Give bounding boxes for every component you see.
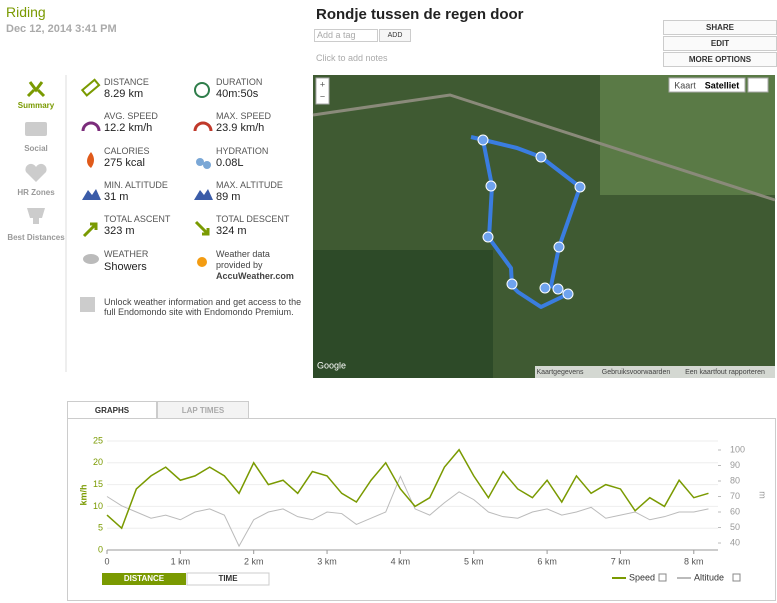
legend-label: Speed [629,572,655,582]
stat-label: DISTANCE [104,77,149,87]
stat-label: DURATION [216,77,263,87]
stat-label: MIN. ALTITUDE [104,179,168,190]
promo: Unlock weather information and get acces… [104,297,302,317]
tag-input[interactable]: Add a tag [314,29,378,42]
stat-icons [80,78,213,312]
zoom-out: − [320,91,325,101]
zoom-in: + [320,79,325,89]
stat-label: CALORIES [104,145,150,156]
y-tick-label: 20 [93,457,103,467]
toggle-bg[interactable] [186,572,270,586]
legend-label: Altitude [694,572,724,582]
toggle-bg[interactable] [102,573,186,585]
y2-label: m [758,491,768,499]
stat-label: MAX. ALTITUDE [216,179,283,190]
toggle: TIME [218,574,238,583]
stat-label: HYDRATION [216,145,269,156]
stat-value: 324 m [216,225,247,238]
y2-tick-label: 90 [730,460,740,470]
series-line [106,475,709,548]
x-tick-label: 7 km [611,556,631,566]
nav-item[interactable]: Social [24,144,48,153]
nav-item[interactable]: Best Distances [7,233,65,242]
y2-tick-label: 60 [730,506,740,516]
y2-tick-label: 80 [730,475,740,485]
toggle: DISTANCE [124,574,165,583]
x-tick-label: 2 km [244,556,264,566]
y-tick-label: 25 [93,435,103,445]
nav-icons [25,81,47,224]
stat-value: 323 m [104,225,135,238]
stat-label: TOTAL DESCENT [216,214,290,225]
x-tick-label: 0 [104,556,109,566]
y2-tick-label: 50 [730,522,740,532]
x-tick-label: 8 km [684,556,704,566]
nav-item[interactable]: Summary [17,101,55,110]
y-tick-label: 15 [93,479,103,489]
credit-source: AccuWeather.com [216,271,294,281]
credit-text: Weather data provided by [216,249,270,270]
stat-label: TOTAL ASCENT [104,214,171,225]
map-footer: Een kaartfout rapporteren [685,369,765,376]
y-tick-label: 5 [98,523,103,533]
legend-checkbox[interactable] [658,573,667,582]
stat-value: 0.08L [216,156,244,169]
stat-value: 12.2 km/h [104,122,153,135]
add-button[interactable]: ADD [379,29,411,42]
legend-checkbox[interactable] [732,573,741,582]
notes[interactable]: Click to add notes [316,53,388,63]
y2-tick-label: 100 [730,444,745,454]
title: Rondje tussen de regen door [316,6,524,23]
map-type: Kaart [674,80,696,90]
x-tick-label: 5 km [464,556,484,566]
series-line [106,448,709,530]
map-type: Satelliet [705,80,740,90]
stat-value: 31 m [104,190,129,203]
map [312,75,776,378]
x-tick-label: 1 km [171,556,191,566]
edit-button[interactable]: EDIT [663,36,777,51]
stat-value: 23.9 km/h [216,122,265,135]
y-label: km/h [78,484,88,505]
stat-value: 8.29 km [104,88,144,100]
map-footer: Gebruiksvoorwaarden [602,369,671,376]
stat-value: Showers [104,261,147,273]
x-tick-label: 3 km [317,556,337,566]
stat-value: 275 kcal [104,156,145,169]
stat-label: WEATHER [104,249,149,259]
nav-item[interactable]: HR Zones [17,188,55,197]
weather-credit: Weather data provided by AccuWeather.com [216,249,296,282]
options-button[interactable]: MORE OPTIONS [663,52,777,67]
stat-label: AVG. SPEED [104,111,158,122]
y-tick-label: 10 [93,501,103,511]
graph-panel [67,418,776,601]
y-tick-label: 0 [98,544,103,554]
stat-value: 89 m [216,190,241,203]
map-brand: Google [317,360,346,370]
date: Dec 12, 2014 3:41 PM [6,23,117,35]
y2-tick-label: 70 [730,491,740,501]
stat-label: MAX. SPEED [216,111,272,122]
y2-tick-label: 40 [730,537,740,547]
x-tick-label: 4 km [391,556,411,566]
map-footer: Kaartgegevens [536,369,584,376]
tab[interactable]: GRAPHS [67,401,157,418]
stat-value: 40m:50s [216,88,259,100]
x-tick-label: 6 km [537,556,557,566]
sport: Riding [6,4,46,20]
